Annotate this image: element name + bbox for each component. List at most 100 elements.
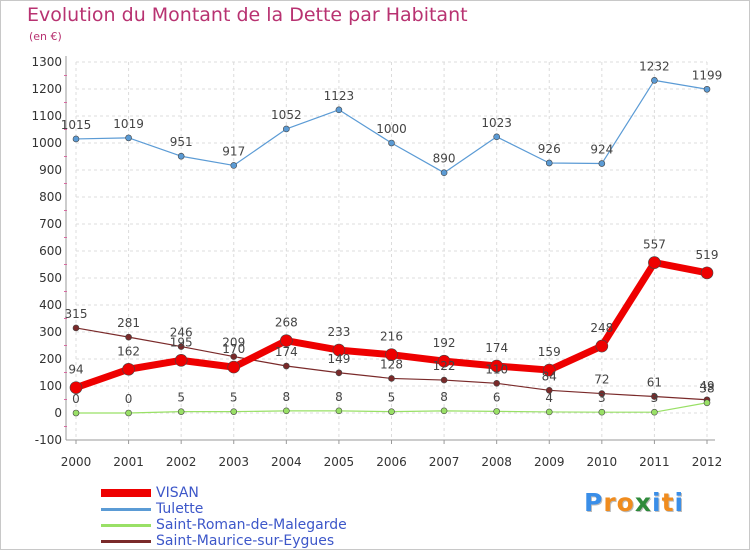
data-label-visan: 248: [590, 321, 613, 335]
data-label-saint-roman-de-malegarde: 3: [598, 391, 606, 405]
data-label-saint-roman-de-malegarde: 8: [283, 390, 291, 404]
data-point-visan: [700, 266, 714, 280]
data-label-saint-maurice-sur-eygues: 174: [275, 345, 298, 359]
data-point-tulette: [388, 139, 395, 147]
data-point-tulette: [177, 152, 185, 160]
data-label-visan: 162: [117, 344, 140, 358]
data-point-saint-maurice-sur-eygues: [72, 324, 80, 332]
data-label-saint-roman-de-malegarde: 8: [440, 390, 448, 404]
data-point-saint-maurice-sur-eygues: [493, 379, 500, 387]
data-label-tulette: 917: [222, 144, 245, 158]
data-point-saint-maurice-sur-eygues: [440, 376, 448, 384]
data-point-saint-roman-de-malegarde: [440, 407, 448, 415]
data-label-tulette: 890: [433, 152, 456, 166]
y-tick-label: 800: [39, 190, 62, 204]
data-label-saint-roman-de-malegarde: 8: [335, 390, 343, 404]
data-label-saint-maurice-sur-eygues: 281: [117, 316, 140, 330]
y-tick-label: 1200: [31, 82, 62, 96]
data-label-tulette: 1052: [271, 108, 302, 122]
x-tick-label: 2002: [166, 455, 197, 469]
x-tick-label: 2005: [324, 455, 355, 469]
x-tick-label: 2011: [639, 455, 670, 469]
data-point-saint-roman-de-malegarde: [651, 408, 658, 416]
data-label-tulette: 924: [590, 143, 613, 157]
data-label-saint-maurice-sur-eygues: 128: [380, 357, 403, 371]
y-tick-label: 1100: [31, 109, 62, 123]
data-point-visan: [122, 362, 135, 376]
data-point-tulette: [545, 159, 553, 167]
data-label-saint-maurice-sur-eygues: 209: [222, 336, 245, 350]
data-label-tulette: 1015: [61, 118, 92, 132]
data-point-tulette: [283, 125, 290, 133]
data-point-tulette: [72, 135, 80, 143]
data-label-saint-roman-de-malegarde: 0: [72, 392, 80, 406]
data-label-saint-roman-de-malegarde: 0: [125, 392, 133, 406]
data-point-saint-roman-de-malegarde: [125, 409, 132, 417]
y-tick-label: 100: [39, 379, 62, 393]
data-label-saint-roman-de-malegarde: 5: [230, 391, 238, 405]
data-point-saint-roman-de-malegarde: [335, 407, 343, 415]
y-tick-label: 900: [39, 163, 62, 177]
data-label-saint-maurice-sur-eygues: 61: [647, 376, 662, 390]
data-label-visan: 519: [696, 248, 719, 262]
data-label-tulette: 1023: [481, 116, 512, 130]
data-point-tulette: [703, 85, 711, 93]
data-point-saint-maurice-sur-eygues: [388, 375, 395, 382]
data-point-saint-roman-de-malegarde: [283, 407, 290, 415]
data-label-saint-roman-de-malegarde: 3: [651, 391, 659, 405]
x-tick-label: 2009: [534, 455, 565, 469]
data-point-tulette: [230, 162, 238, 169]
y-tick-label: 0: [54, 406, 62, 420]
data-point-visan: [648, 256, 661, 269]
data-label-saint-maurice-sur-eygues: 49: [699, 379, 714, 393]
x-tick-label: 2006: [376, 455, 407, 469]
chart-title: Evolution du Montant de la Dette par Hab…: [27, 4, 468, 26]
data-label-saint-maurice-sur-eygues: 149: [327, 352, 350, 366]
data-label-visan: 233: [327, 325, 350, 339]
data-label-visan: 216: [380, 330, 403, 344]
data-point-visan: [490, 359, 503, 373]
data-label-saint-maurice-sur-eygues: 246: [170, 326, 193, 340]
x-tick-label: 2008: [481, 455, 512, 469]
data-label-tulette: 926: [538, 142, 561, 156]
data-label-tulette: 1019: [113, 117, 144, 131]
data-label-visan: 174: [485, 341, 508, 355]
legend-swatch: [101, 489, 151, 497]
data-point-tulette: [125, 134, 132, 142]
x-tick-label: 2007: [429, 455, 460, 469]
data-label-visan: 557: [643, 238, 666, 252]
data-point-visan: [174, 354, 188, 367]
legend-swatch: [101, 524, 151, 527]
data-point-saint-maurice-sur-eygues: [598, 390, 606, 397]
data-label-tulette: 1000: [376, 122, 407, 136]
data-point-visan: [332, 343, 346, 357]
data-point-visan: [385, 348, 398, 361]
data-point-visan: [595, 339, 609, 353]
data-point-visan: [542, 363, 556, 377]
y-tick-label: 600: [39, 244, 62, 258]
data-point-saint-maurice-sur-eygues: [335, 369, 343, 377]
y-tick-label: 1000: [31, 136, 62, 150]
y-tick-label: 400: [39, 298, 62, 312]
x-tick-label: 2003: [218, 455, 249, 469]
data-label-visan: 268: [275, 316, 298, 330]
data-point-saint-roman-de-malegarde: [388, 408, 395, 415]
data-point-tulette: [440, 169, 448, 176]
y-tick-label: 500: [39, 271, 62, 285]
data-label-visan: 170: [222, 342, 245, 356]
y-tick-label: 300: [39, 325, 62, 339]
data-label-saint-roman-de-malegarde: 6: [493, 390, 501, 404]
data-point-saint-roman-de-malegarde: [703, 399, 711, 407]
data-label-saint-maurice-sur-eygues: 110: [485, 362, 508, 376]
x-tick-label: 2012: [692, 455, 723, 469]
data-label-saint-maurice-sur-eygues: 84: [542, 369, 557, 383]
data-point-saint-maurice-sur-eygues: [545, 387, 553, 394]
data-label-saint-roman-de-malegarde: 5: [388, 391, 396, 405]
data-label-saint-maurice-sur-eygues: 315: [65, 307, 88, 321]
data-point-tulette: [335, 106, 343, 114]
data-point-saint-maurice-sur-eygues: [230, 353, 238, 360]
legend-label: VISAN: [156, 485, 199, 501]
data-label-layer: 1015 1019 951 917 1052 1123 1000 890 1023 926 924 1…: [61, 59, 723, 406]
